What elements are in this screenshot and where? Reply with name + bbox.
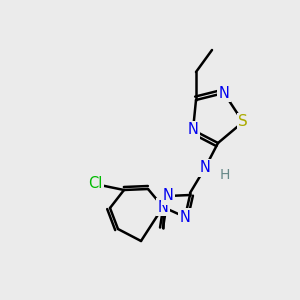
Text: N: N: [158, 200, 168, 214]
Text: Cl: Cl: [88, 176, 102, 191]
Text: N: N: [200, 160, 210, 175]
Text: S: S: [238, 115, 248, 130]
Text: N: N: [180, 209, 190, 224]
Text: N: N: [188, 122, 198, 137]
Text: N: N: [163, 188, 173, 203]
Text: H: H: [220, 168, 230, 182]
Text: N: N: [219, 85, 230, 100]
